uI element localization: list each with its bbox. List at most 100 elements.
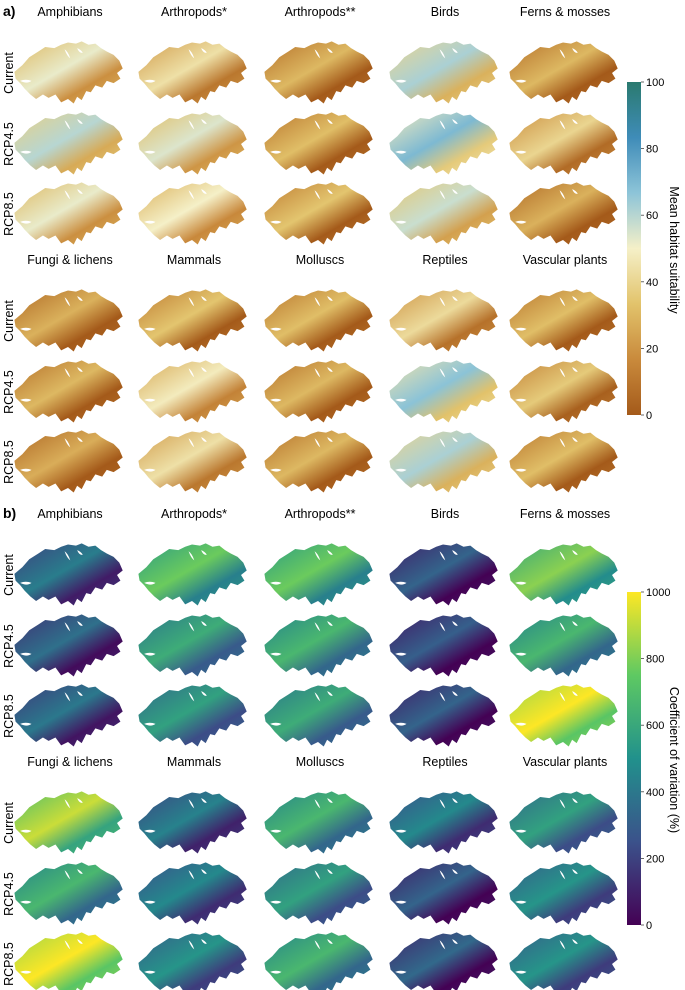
habitat-map (509, 862, 618, 925)
habitat-map (389, 543, 498, 606)
habitat-map (264, 182, 373, 245)
habitat-map (14, 289, 123, 352)
habitat-map (264, 112, 373, 175)
habitat-map (389, 862, 498, 925)
habitat-map (509, 430, 618, 493)
column-title: Mammals (167, 253, 221, 267)
column-title: Fungi & lichens (27, 755, 112, 769)
habitat-map (389, 932, 498, 990)
column-title: Arthropods* (161, 5, 227, 19)
habitat-map (138, 41, 247, 104)
row-label: Current (2, 300, 16, 342)
habitat-map (14, 932, 123, 990)
panel-a: a) Amphibians Arthropods* Arthropods** Bird… (2, 3, 681, 493)
habitat-map (509, 614, 618, 677)
colorbar-tick-label: 0 (646, 920, 652, 932)
colorbar-tick-label: 800 (646, 654, 664, 666)
column-title: Molluscs (296, 253, 345, 267)
column-title: Reptiles (422, 253, 467, 267)
habitat-map (264, 289, 373, 352)
column-title: Molluscs (296, 755, 345, 769)
column-title: Ferns & mosses (520, 507, 610, 521)
row-label: Current (2, 802, 16, 844)
habitat-map (138, 614, 247, 677)
colorbar-tick-label: 1000 (646, 587, 670, 599)
habitat-map (389, 430, 498, 493)
habitat-map (138, 684, 247, 747)
column-title: Amphibians (37, 507, 102, 521)
colorbar-tick-label: 600 (646, 720, 664, 732)
row-label: RCP4.5 (2, 370, 16, 414)
colorbar-b: Coefficient of variation (%) 0 200 400 600 8… (627, 587, 681, 932)
colorbar-title-b: Coefficient of variation (%) (667, 687, 681, 833)
column-title: Birds (431, 5, 459, 19)
map-grid-a: Amphibians Arthropods* Arthropods** Birds Fe… (2, 5, 618, 493)
column-title: Ferns & mosses (520, 5, 610, 19)
column-title: Arthropods** (285, 5, 356, 19)
colorbar-tick-label: 20 (646, 343, 658, 355)
habitat-map (389, 684, 498, 747)
habitat-map (389, 182, 498, 245)
colorbar-gradient (627, 82, 641, 415)
habitat-map (14, 684, 123, 747)
row-label: RCP4.5 (2, 122, 16, 166)
habitat-map (509, 289, 618, 352)
row-label: RCP4.5 (2, 872, 16, 916)
habitat-map (264, 791, 373, 854)
colorbar-tick-label: 0 (646, 410, 652, 422)
map-grid-b: Amphibians Arthropods* Arthropods** Birds Fe… (2, 507, 618, 990)
habitat-map (264, 41, 373, 104)
column-title: Fungi & lichens (27, 253, 112, 267)
habitat-map (138, 543, 247, 606)
habitat-map (14, 791, 123, 854)
habitat-map (509, 112, 618, 175)
habitat-map (14, 543, 123, 606)
row-label: Current (2, 52, 16, 94)
habitat-map (14, 360, 123, 423)
habitat-map (264, 932, 373, 990)
row-label: RCP8.5 (2, 694, 16, 738)
row-label: Current (2, 554, 16, 596)
colorbar-a: Mean habitat suitability 0 20 40 60 80 100 (627, 77, 681, 422)
habitat-map (509, 932, 618, 990)
habitat-map (14, 430, 123, 493)
colorbar-tick-label: 400 (646, 787, 664, 799)
habitat-map (14, 862, 123, 925)
habitat-map (264, 360, 373, 423)
column-title: Arthropods* (161, 507, 227, 521)
panel-letter-a: a) (3, 3, 15, 19)
habitat-map (138, 430, 247, 493)
habitat-map (138, 182, 247, 245)
habitat-map (389, 41, 498, 104)
colorbar-tick-label: 200 (646, 853, 664, 865)
habitat-map (138, 289, 247, 352)
habitat-map (389, 112, 498, 175)
habitat-map (138, 360, 247, 423)
colorbar-tick-label: 60 (646, 210, 658, 222)
habitat-map (138, 932, 247, 990)
habitat-map (509, 543, 618, 606)
habitat-map (138, 112, 247, 175)
column-title: Mammals (167, 755, 221, 769)
habitat-map (509, 182, 618, 245)
colorbar-title-a: Mean habitat suitability (667, 186, 681, 314)
habitat-map (264, 543, 373, 606)
column-title: Amphibians (37, 5, 102, 19)
habitat-map (138, 791, 247, 854)
column-title: Vascular plants (523, 253, 608, 267)
row-label: RCP8.5 (2, 192, 16, 236)
colorbar-tick-label: 40 (646, 277, 658, 289)
colorbar-gradient (627, 592, 641, 925)
colorbar-tick-label: 100 (646, 77, 664, 89)
habitat-map (389, 791, 498, 854)
habitat-map (389, 360, 498, 423)
habitat-map (264, 430, 373, 493)
habitat-map (264, 614, 373, 677)
panel-letter-b: b) (3, 505, 16, 521)
habitat-map (14, 614, 123, 677)
row-label: RCP8.5 (2, 440, 16, 484)
habitat-map (389, 614, 498, 677)
habitat-map (14, 112, 123, 175)
row-label: RCP4.5 (2, 624, 16, 668)
habitat-map (138, 862, 247, 925)
